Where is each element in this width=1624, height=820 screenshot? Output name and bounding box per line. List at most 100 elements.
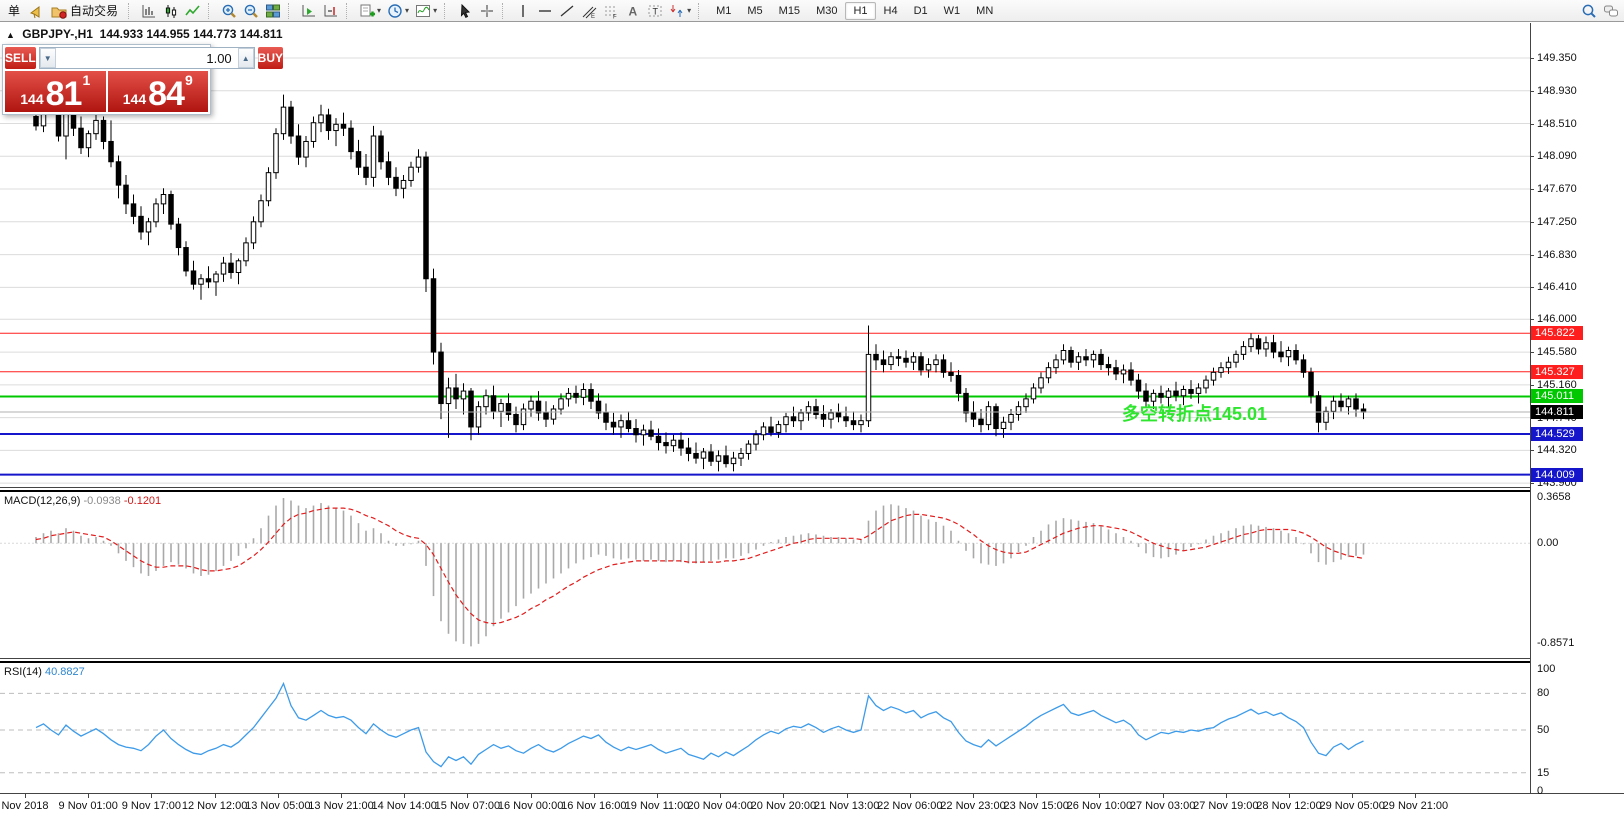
line-chart-button[interactable] (182, 1, 204, 21)
main-price-pane[interactable] (0, 24, 1530, 486)
equidistant-channel-button[interactable]: E (578, 1, 600, 21)
time-tick-mark (973, 794, 974, 798)
chart-shift-button[interactable] (320, 1, 342, 21)
dropdown-arrow-icon[interactable]: ▾ (687, 6, 692, 15)
chat-button[interactable] (1600, 1, 1622, 21)
candle-body (318, 114, 324, 124)
time-tick-mark (277, 794, 279, 798)
macd-histogram-bar (455, 543, 457, 642)
fibonacci-button[interactable]: F (600, 1, 622, 21)
timeframe-h4-button[interactable]: H4 (883, 4, 898, 17)
macd-pane[interactable] (0, 493, 1530, 656)
macd-histogram-bar (1017, 543, 1020, 553)
timeframe-mn-button[interactable]: MN (976, 4, 994, 17)
candle-body (423, 156, 429, 280)
candle-body (820, 413, 827, 420)
macd-histogram-bar (372, 528, 375, 544)
autotrading-button[interactable]: 自动交易 (48, 1, 124, 21)
dropdown-arrow-icon[interactable]: ▾ (433, 6, 438, 15)
search-button[interactable] (1578, 1, 1600, 21)
candle-body (978, 418, 984, 426)
timeframe-h1-button[interactable]: H1 (845, 1, 876, 20)
timeframe-m15-button[interactable]: M15 (778, 4, 801, 17)
pane-separator[interactable] (0, 490, 1530, 492)
indicators-icon (416, 4, 431, 17)
candle-body (340, 123, 347, 129)
volume-input[interactable] (55, 48, 238, 68)
collapse-triangle-icon[interactable]: ▲ (6, 30, 15, 40)
macd-axis-label: -0.8571 (1537, 637, 1575, 649)
chart-area[interactable]: Nov 2018 9 Nov 01:00 9 Nov 17:00 12 Nov 12:… (0, 23, 1624, 820)
macd-histogram-bar (1062, 518, 1065, 544)
time-axis[interactable]: Nov 2018 9 Nov 01:00 9 Nov 17:00 12 Nov 12:… (0, 793, 1624, 820)
zoom-in-button[interactable] (218, 1, 240, 21)
time-tick-label: 27 Nov 03:00 (1129, 800, 1196, 812)
timeframe-m5-button[interactable]: M5 (747, 4, 763, 17)
price-tick-mark (1530, 450, 1534, 452)
volume-decrease-button[interactable]: ▼ (39, 48, 56, 68)
time-tick-mark (1225, 794, 1227, 798)
candle-body (985, 406, 992, 426)
macd-histogram-bar (1227, 530, 1230, 544)
time-tick-label: 28 Nov 12:00 (1256, 800, 1322, 812)
bar-chart-button[interactable] (138, 1, 160, 21)
indicators-button[interactable]: ▾ (412, 1, 440, 21)
cursor-button[interactable] (454, 1, 476, 21)
price-tag: 144.009 (1531, 467, 1583, 482)
candle-body (1263, 342, 1269, 350)
arrows-button[interactable]: ▾ (666, 1, 694, 21)
new-order-button[interactable]: 单 (8, 4, 21, 18)
macd-histogram-bar (890, 504, 892, 544)
macd-histogram-bar (657, 543, 660, 561)
macd-histogram-bar (1242, 525, 1245, 544)
macd-histogram-bar (477, 543, 480, 644)
macd-histogram-bar (72, 530, 75, 544)
macd-histogram-bar (530, 543, 532, 594)
time-tick-mark (720, 794, 722, 798)
buy-button[interactable]: BUY (257, 47, 284, 69)
timeframe-w1-button[interactable]: W1 (943, 4, 961, 17)
volume-increase-button[interactable]: ▲ (237, 48, 254, 68)
vertical-line-button[interactable] (512, 1, 534, 21)
auto-scroll-button[interactable] (298, 1, 320, 21)
dropdown-arrow-icon[interactable]: ▾ (405, 6, 410, 15)
volume-spinner: ▼ ▲ (38, 47, 255, 69)
macd-histogram-bar (192, 543, 195, 574)
candle-body (535, 400, 542, 414)
time-tick-mark (214, 794, 216, 798)
timeframe-m1-button[interactable]: M1 (716, 4, 732, 17)
dropdown-arrow-icon[interactable]: ▾ (377, 6, 382, 15)
text-label-button[interactable]: T (644, 1, 666, 21)
candle-chart-button[interactable] (160, 1, 182, 21)
time-tick-mark (1415, 794, 1417, 798)
crosshair-button[interactable] (476, 1, 498, 21)
timeframe-d1-button[interactable]: D1 (913, 4, 928, 17)
macd-histogram-bar (440, 543, 442, 622)
chart-symbol-title[interactable]: ▲ GBPJPY-,H1 144.933 144.955 144.773 144… (6, 27, 283, 41)
sell-price-button[interactable]: 144 81 1 (5, 71, 106, 112)
buy-price-button[interactable]: 144 84 9 (107, 71, 208, 112)
timeframe-m30-button[interactable]: M30 (816, 4, 838, 17)
new-chart-button[interactable]: ▾ (356, 1, 384, 21)
trend-line-button[interactable] (556, 1, 578, 21)
pane-separator[interactable] (0, 658, 1530, 659)
time-tick-label: 27 Nov 19:00 (1193, 800, 1259, 812)
candle-body (483, 395, 489, 408)
chart-text-annotation: 多空转折点145.01 (1122, 404, 1268, 425)
text-button[interactable]: A (622, 1, 644, 21)
candle-body (280, 106, 287, 135)
profiles-clock-button[interactable]: ▾ (384, 1, 412, 21)
pane-separator[interactable] (0, 661, 1530, 663)
macd-histogram-bar (687, 543, 690, 564)
macd-histogram-bar (1145, 543, 1147, 554)
rsi-pane[interactable] (0, 663, 1530, 793)
pane-separator[interactable] (0, 487, 1530, 488)
horn-button[interactable] (26, 1, 48, 21)
sell-button[interactable]: SELL (5, 47, 36, 69)
tile-windows-button[interactable] (262, 1, 284, 21)
horizontal-line-button[interactable] (534, 1, 556, 21)
zoom-out-button[interactable] (240, 1, 262, 21)
macd-histogram-bar (65, 528, 67, 544)
macd-histogram-bar (1137, 543, 1140, 548)
macd-histogram-bar (1257, 525, 1260, 544)
